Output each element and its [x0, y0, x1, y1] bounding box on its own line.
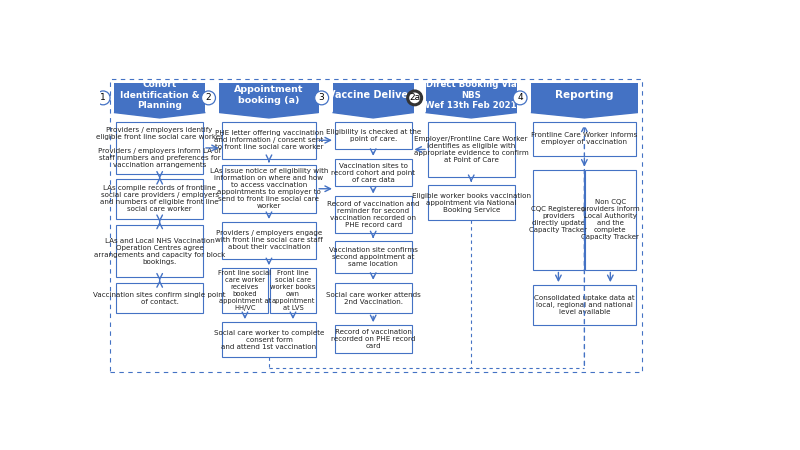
- Polygon shape: [219, 112, 318, 118]
- Text: LAs issue notice of eligibility with
information on where and how
to access vacc: LAs issue notice of eligibility with inf…: [210, 168, 328, 209]
- Text: LAs compile records of frontline
social care providers / employers
and numbers o: LAs compile records of frontline social …: [100, 185, 219, 212]
- Polygon shape: [531, 112, 638, 118]
- FancyBboxPatch shape: [116, 225, 203, 277]
- Polygon shape: [426, 112, 517, 118]
- Text: Employer/Frontline Care Worker
identifies as eligible with
appropriate evidence : Employer/Frontline Care Worker identifie…: [414, 136, 529, 163]
- Circle shape: [408, 91, 422, 105]
- Text: Reporting: Reporting: [555, 90, 614, 100]
- FancyBboxPatch shape: [335, 159, 411, 186]
- Text: CQC Registered
providers
directly update
Capacity Tracker: CQC Registered providers directly update…: [530, 206, 587, 233]
- FancyBboxPatch shape: [534, 170, 584, 270]
- Text: Vaccination sites to
record cohort and point
of care data: Vaccination sites to record cohort and p…: [331, 162, 415, 183]
- FancyBboxPatch shape: [426, 83, 517, 112]
- FancyBboxPatch shape: [222, 222, 316, 259]
- Text: Vaccination site confirms
second appointment at
same location: Vaccination site confirms second appoint…: [329, 248, 418, 267]
- FancyBboxPatch shape: [219, 83, 318, 112]
- FancyBboxPatch shape: [116, 179, 203, 219]
- Text: Providers / employers engage
with front line social care staff
about their vacci: Providers / employers engage with front …: [215, 230, 323, 250]
- FancyBboxPatch shape: [531, 83, 638, 112]
- Circle shape: [202, 91, 215, 105]
- Text: Vaccination sites confirm single point
of contact.: Vaccination sites confirm single point o…: [94, 292, 226, 305]
- FancyBboxPatch shape: [222, 122, 316, 159]
- Text: Vaccine Delivery: Vaccine Delivery: [327, 90, 419, 100]
- Text: 2a: 2a: [409, 94, 420, 103]
- Text: Social care worker to complete
consent form
and attend 1st vaccination: Social care worker to complete consent f…: [214, 330, 324, 350]
- FancyBboxPatch shape: [534, 122, 635, 156]
- Text: LAs and Local NHS Vaccination
Operation Centres agree
arrangements and capacity : LAs and Local NHS Vaccination Operation …: [94, 238, 226, 265]
- Text: Front line social
care worker
receives
booked
appointment at
HH/VC: Front line social care worker receives b…: [218, 270, 271, 311]
- Text: 3: 3: [318, 94, 325, 103]
- Text: Record of vaccination
recorded on PHE record
card: Record of vaccination recorded on PHE re…: [331, 329, 415, 349]
- FancyBboxPatch shape: [335, 241, 411, 274]
- FancyBboxPatch shape: [335, 325, 411, 353]
- FancyBboxPatch shape: [335, 283, 411, 314]
- FancyBboxPatch shape: [116, 122, 203, 174]
- Text: Frontline Care Worker informs
employer of vaccination: Frontline Care Worker informs employer o…: [531, 132, 638, 145]
- FancyBboxPatch shape: [222, 165, 316, 212]
- FancyBboxPatch shape: [534, 285, 635, 325]
- FancyBboxPatch shape: [428, 185, 514, 220]
- FancyBboxPatch shape: [114, 83, 206, 112]
- Text: Record of vaccination and
reminder for second
vaccination recorded on
PHE record: Record of vaccination and reminder for s…: [327, 202, 419, 229]
- Text: Social care worker attends
2nd Vaccination.: Social care worker attends 2nd Vaccinati…: [326, 292, 421, 305]
- Text: Appointment
booking (a): Appointment booking (a): [234, 86, 304, 105]
- Text: Eligible worker books vaccination
appointment via National
Booking Service: Eligible worker books vaccination appoin…: [412, 193, 530, 212]
- FancyBboxPatch shape: [270, 268, 316, 313]
- Text: 2: 2: [206, 94, 211, 103]
- Text: Direct Booking Via
NBS
Wef 13th Feb 2021: Direct Booking Via NBS Wef 13th Feb 2021: [426, 80, 517, 110]
- Text: Cohort
Identification &
Planning: Cohort Identification & Planning: [120, 80, 199, 110]
- Text: Non CQC
providers inform
Local Authority
and the
complete
Capacity Tracker: Non CQC providers inform Local Authority…: [582, 199, 639, 240]
- Text: 4: 4: [518, 94, 523, 103]
- FancyBboxPatch shape: [116, 284, 203, 313]
- Text: Providers / employers identify
eligible front line social care worker

Providers: Providers / employers identify eligible …: [96, 127, 223, 168]
- FancyBboxPatch shape: [222, 268, 268, 313]
- Polygon shape: [333, 112, 414, 118]
- FancyBboxPatch shape: [335, 122, 411, 149]
- Text: Front line
social care
worker books
own
appointment
at LVS: Front line social care worker books own …: [270, 270, 316, 311]
- FancyBboxPatch shape: [585, 170, 635, 270]
- Circle shape: [314, 91, 329, 105]
- Circle shape: [96, 91, 110, 105]
- Text: Eligibility is checked at the
point of care.: Eligibility is checked at the point of c…: [326, 129, 421, 142]
- Text: PHE letter offering vaccination
and information / consent sent
to front line soc: PHE letter offering vaccination and info…: [214, 130, 323, 150]
- FancyBboxPatch shape: [335, 197, 411, 234]
- FancyBboxPatch shape: [333, 83, 414, 112]
- Circle shape: [513, 91, 527, 105]
- Text: 1: 1: [100, 94, 106, 103]
- FancyBboxPatch shape: [222, 322, 316, 357]
- Polygon shape: [114, 112, 206, 118]
- FancyBboxPatch shape: [428, 122, 514, 177]
- Text: Consolidated uptake data at
local, regional and national
level available: Consolidated uptake data at local, regio…: [534, 295, 634, 315]
